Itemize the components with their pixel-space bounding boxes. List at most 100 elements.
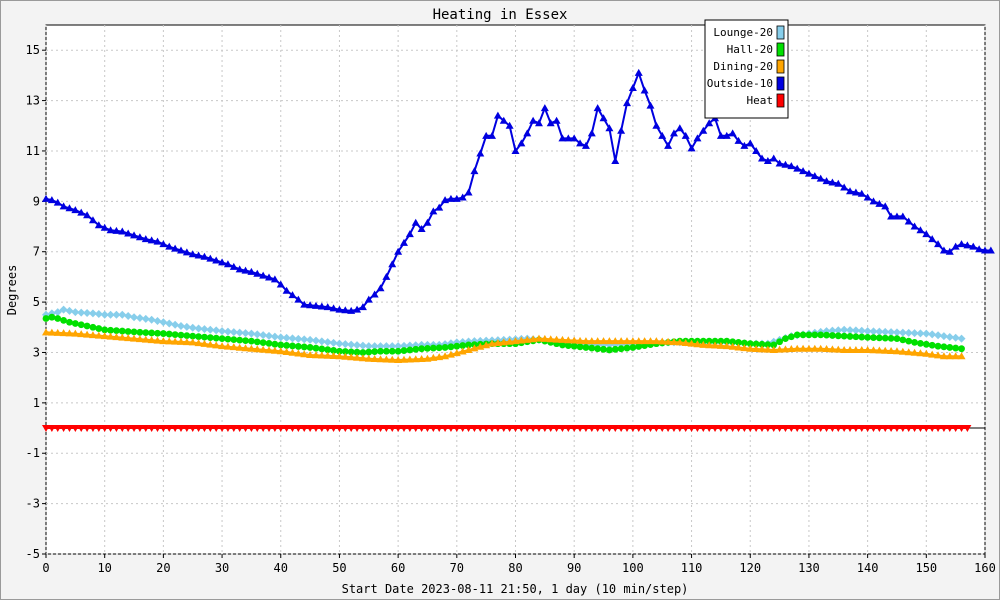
data-point-outside-10	[458, 193, 467, 201]
data-point-heat	[235, 425, 244, 433]
data-point-hall-20	[382, 347, 390, 355]
data-point-heat	[623, 425, 632, 433]
data-point-hall-20	[723, 337, 731, 345]
data-point-outside-10	[241, 266, 250, 274]
data-point-outside-10	[623, 99, 632, 107]
data-point-heat	[546, 425, 555, 433]
data-point-outside-10	[922, 230, 931, 238]
data-point-hall-20	[318, 345, 326, 353]
data-point-hall-20	[852, 333, 860, 341]
data-point-lounge-20	[259, 331, 268, 340]
data-point-dining-20	[546, 335, 555, 343]
data-point-hall-20	[101, 326, 109, 334]
data-point-dining-20	[916, 349, 925, 357]
data-point-dining-20	[910, 348, 919, 356]
data-point-heat	[887, 425, 896, 433]
data-point-heat	[716, 425, 725, 433]
data-point-heat	[241, 425, 250, 433]
data-point-hall-20	[875, 334, 883, 342]
data-point-outside-10	[47, 196, 56, 204]
data-point-outside-10	[975, 245, 984, 253]
data-point-lounge-20	[165, 319, 174, 328]
tick-label-x-100: 100	[622, 561, 644, 575]
data-point-outside-10	[699, 126, 708, 134]
data-point-dining-20	[405, 355, 414, 363]
data-point-lounge-20	[300, 335, 309, 344]
data-point-heat	[799, 425, 808, 433]
data-point-outside-10	[587, 129, 596, 137]
data-point-hall-20	[206, 334, 214, 342]
data-point-hall-20	[341, 348, 349, 355]
data-point-dining-20	[247, 344, 256, 352]
data-point-lounge-20	[857, 326, 866, 335]
data-point-outside-10	[194, 251, 203, 259]
chart-title: Heating in Essex	[433, 7, 568, 23]
data-point-outside-10	[405, 230, 414, 238]
data-point-outside-10	[523, 129, 532, 137]
data-point-hall-20	[377, 347, 384, 355]
data-point-hall-20	[60, 316, 68, 324]
data-point-heat	[746, 425, 755, 433]
data-point-dining-20	[675, 338, 684, 346]
data-point-dining-20	[534, 334, 543, 342]
data-point-hall-20	[165, 330, 173, 338]
data-point-outside-10	[446, 194, 455, 202]
data-point-dining-20	[229, 343, 238, 351]
data-point-outside-10	[42, 194, 50, 202]
data-point-dining-20	[411, 355, 420, 363]
data-point-lounge-20	[869, 327, 878, 336]
data-point-heat	[130, 425, 139, 433]
data-point-heat	[83, 425, 92, 433]
data-point-outside-10	[182, 248, 191, 256]
data-point-heat	[664, 425, 673, 433]
data-point-heat	[828, 425, 837, 433]
data-point-heat	[728, 425, 737, 433]
data-point-outside-10	[364, 295, 373, 303]
tick-label-x-50: 50	[332, 561, 346, 575]
data-point-heat	[517, 425, 526, 433]
data-point-lounge-20	[235, 328, 244, 337]
data-point-hall-20	[917, 339, 924, 347]
data-point-hall-20	[113, 327, 120, 335]
data-point-outside-10	[59, 202, 68, 210]
data-point-heat	[928, 425, 937, 433]
data-point-hall-20	[95, 325, 103, 332]
data-point-outside-10	[482, 131, 491, 139]
data-point-heat	[376, 425, 385, 433]
data-point-hall-20	[635, 343, 643, 350]
data-point-outside-10	[329, 304, 338, 312]
data-point-heat	[399, 425, 408, 433]
data-point-dining-20	[112, 333, 121, 341]
data-point-outside-10	[77, 208, 86, 216]
data-point-outside-10	[875, 199, 884, 207]
data-point-dining-20	[294, 349, 303, 357]
data-point-dining-20	[435, 353, 444, 361]
data-point-outside-10	[135, 233, 144, 241]
data-point-dining-20	[88, 331, 97, 339]
tick-label-x-20: 20	[156, 561, 170, 575]
data-point-outside-10	[159, 240, 168, 248]
data-point-hall-20	[289, 342, 296, 350]
tick-label-x-130: 130	[798, 561, 820, 575]
data-point-outside-10	[740, 141, 749, 149]
legend-label-outside-10: Outside-10	[707, 77, 773, 90]
data-point-lounge-20	[153, 316, 162, 325]
data-point-heat	[705, 425, 714, 433]
data-point-outside-10	[176, 246, 185, 254]
data-point-hall-20	[406, 346, 414, 354]
data-point-heat	[405, 425, 414, 433]
data-point-heat	[411, 425, 420, 433]
data-point-hall-20	[77, 321, 85, 329]
y-axis-label: Degrees	[5, 265, 19, 316]
data-point-hall-20	[54, 315, 62, 322]
data-point-heat	[147, 425, 156, 433]
data-point-hall-20	[283, 342, 291, 349]
data-point-lounge-20	[951, 333, 960, 342]
data-point-dining-20	[94, 331, 103, 339]
tick-label-x-0: 0	[42, 561, 49, 575]
data-point-heat	[247, 425, 256, 433]
data-point-hall-20	[118, 327, 126, 335]
data-point-hall-20	[946, 344, 954, 351]
data-point-dining-20	[587, 337, 596, 345]
